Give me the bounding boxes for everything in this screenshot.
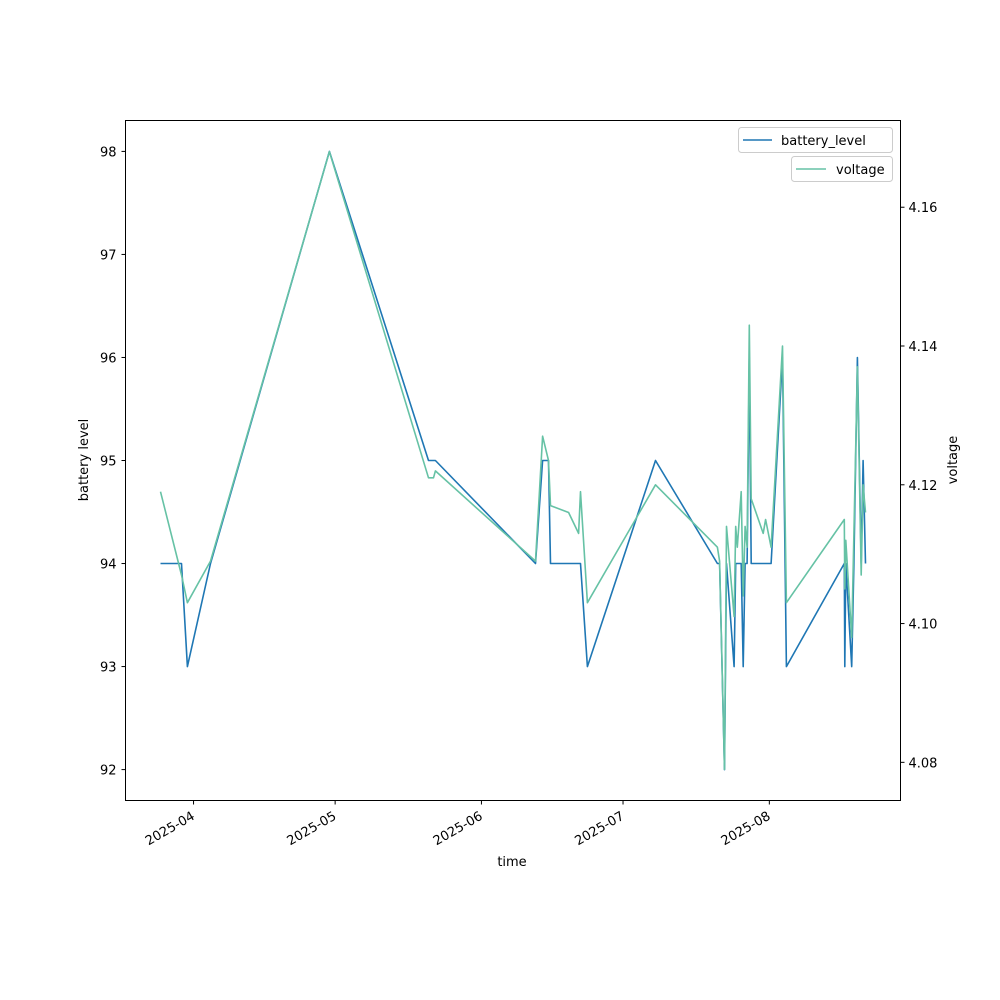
- plot-area: [125, 120, 901, 801]
- y-tick-label: 97: [100, 248, 117, 263]
- legend-battery: battery_level: [738, 127, 893, 153]
- legend-box-voltage: [791, 156, 893, 182]
- y-tick-label-right: 4.12: [909, 479, 938, 494]
- legend-voltage: voltage: [791, 156, 893, 182]
- legend-label-battery: battery_level: [781, 134, 866, 149]
- y-tick-label-right: 4.10: [909, 618, 938, 633]
- y-tick-label: 93: [100, 661, 117, 676]
- series-line-voltage: [159, 150, 867, 771]
- legend-label-voltage: voltage: [836, 163, 885, 178]
- y-tick-label: 96: [100, 351, 117, 366]
- x-axis-label: time: [497, 855, 526, 870]
- y-tick-label: 98: [100, 145, 117, 160]
- y-tick-label-right: 4.14: [909, 340, 938, 355]
- y-axis-label-right: voltage: [946, 436, 961, 485]
- y-axis-label-left: battery level: [77, 419, 92, 502]
- legend-box-battery: [738, 127, 893, 153]
- y-tick-label-right: 4.08: [909, 756, 938, 771]
- y-tick-label: 95: [100, 455, 117, 470]
- y-axis-right: 4.08 4.10 4.12 4.14 4.16: [900, 201, 938, 771]
- y-tick-label-right: 4.16: [909, 201, 938, 216]
- y-tick-label: 92: [100, 764, 117, 779]
- y-axis-left: 92 93 94 95 96 97 98: [100, 145, 126, 779]
- y-tick-label: 94: [100, 558, 117, 573]
- series-lines: [159, 150, 867, 771]
